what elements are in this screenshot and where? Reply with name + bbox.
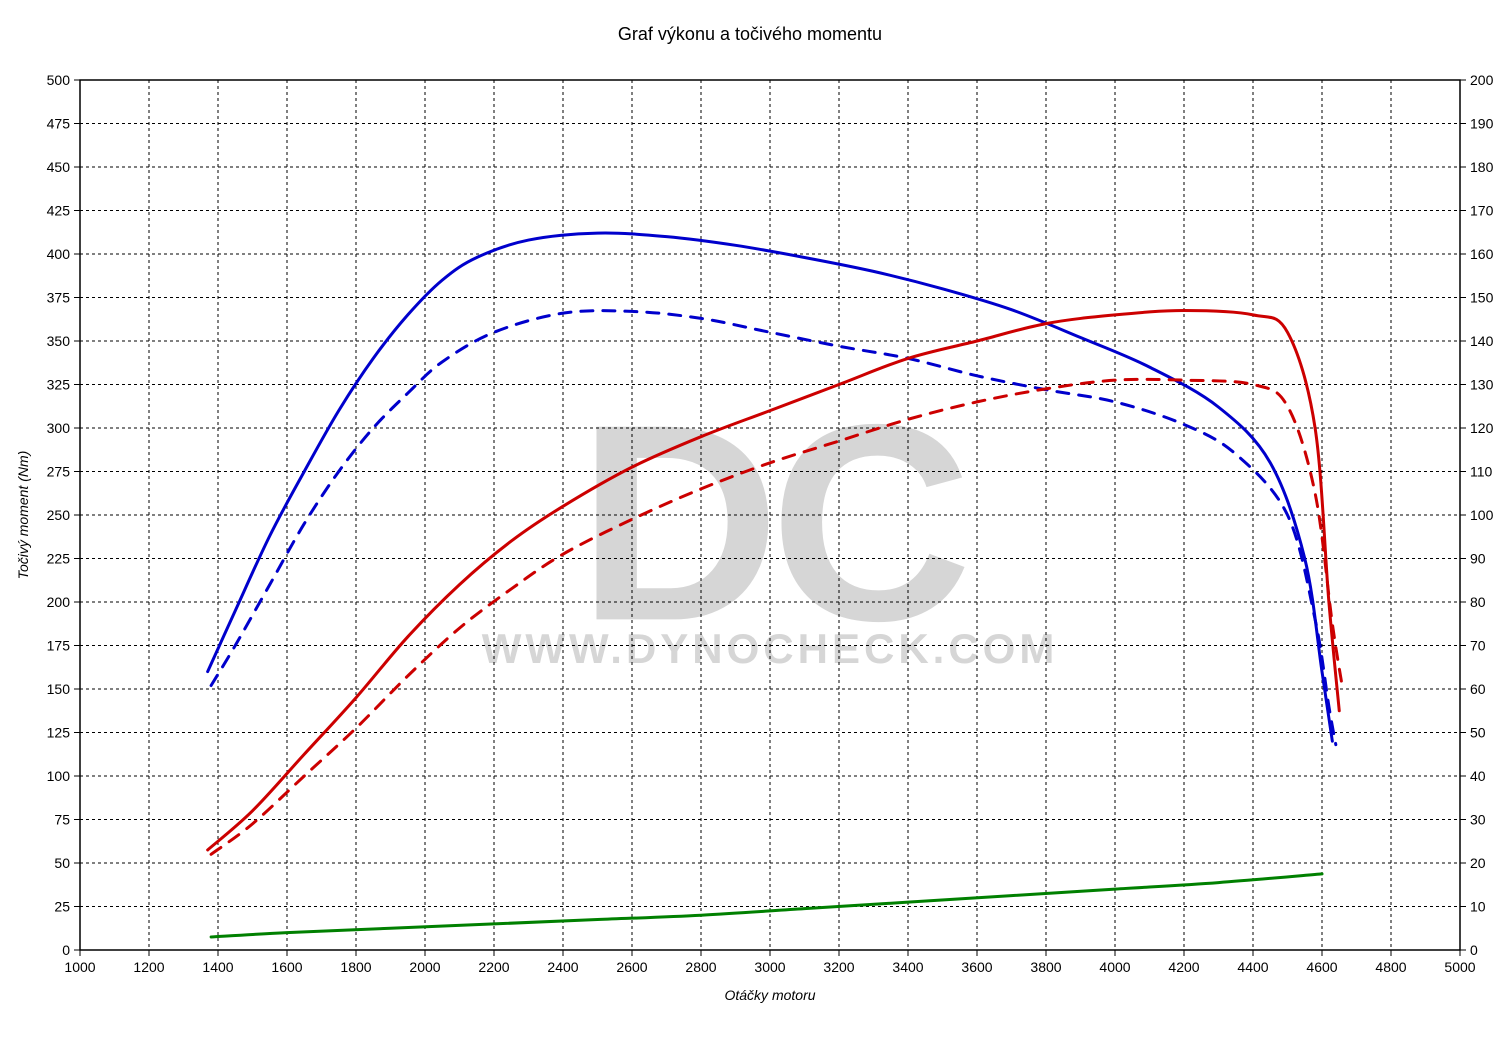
x-tick-label: 4400 [1237, 959, 1268, 975]
x-tick-label: 4200 [1168, 959, 1199, 975]
y1-tick-label: 100 [47, 768, 71, 784]
y1-tick-label: 400 [47, 246, 71, 262]
x-tick-label: 2800 [685, 959, 716, 975]
y1-tick-label: 175 [47, 638, 71, 654]
y1-tick-label: 350 [47, 333, 71, 349]
y2-tick-label: 20 [1470, 855, 1486, 871]
y2-tick-label: 10 [1470, 899, 1486, 915]
y1-tick-label: 75 [54, 812, 70, 828]
x-tick-label: 3600 [961, 959, 992, 975]
x-tick-label: 4000 [1099, 959, 1130, 975]
y1-tick-label: 275 [47, 464, 71, 480]
y2-tick-label: 90 [1470, 551, 1486, 567]
y1-tick-label: 225 [47, 551, 71, 567]
y1-tick-label: 425 [47, 203, 71, 219]
y1-tick-label: 125 [47, 725, 71, 741]
y2-tick-label: 40 [1470, 768, 1486, 784]
y1-tick-label: 500 [47, 72, 71, 88]
x-tick-label: 2200 [478, 959, 509, 975]
y1-tick-label: 375 [47, 290, 71, 306]
x-tick-label: 1000 [64, 959, 95, 975]
y2-tick-label: 80 [1470, 594, 1486, 610]
y1-tick-label: 25 [54, 899, 70, 915]
y2-tick-label: 100 [1470, 507, 1494, 523]
y2-tick-label: 60 [1470, 681, 1486, 697]
x-tick-label: 1200 [133, 959, 164, 975]
x-tick-label: 2600 [616, 959, 647, 975]
y2-tick-label: 110 [1470, 464, 1493, 480]
x-tick-label: 2000 [409, 959, 440, 975]
y2-tick-label: 170 [1470, 203, 1494, 219]
x-tick-label: 2400 [547, 959, 578, 975]
chart-svg: Graf výkonu a točivého momentuDCWWW.DYNO… [0, 0, 1500, 1040]
y2-tick-label: 160 [1470, 246, 1494, 262]
x-axis-title: Otáčky motoru [724, 987, 815, 1003]
y2-tick-label: 70 [1470, 638, 1486, 654]
y2-tick-label: 140 [1470, 333, 1494, 349]
y1-tick-label: 250 [47, 507, 71, 523]
y1-tick-label: 300 [47, 420, 71, 436]
y2-tick-label: 30 [1470, 812, 1486, 828]
y1-tick-label: 475 [47, 116, 71, 132]
x-tick-label: 3200 [823, 959, 854, 975]
y2-tick-label: 200 [1470, 72, 1494, 88]
x-tick-label: 1800 [340, 959, 371, 975]
y2-tick-label: 130 [1470, 377, 1494, 393]
x-tick-label: 3800 [1030, 959, 1061, 975]
y1-tick-label: 325 [47, 377, 71, 393]
y1-tick-label: 200 [47, 594, 71, 610]
x-tick-label: 1400 [202, 959, 233, 975]
y2-tick-label: 180 [1470, 159, 1494, 175]
x-tick-label: 5000 [1444, 959, 1475, 975]
x-tick-label: 3000 [754, 959, 785, 975]
x-tick-label: 4600 [1306, 959, 1337, 975]
dyno-chart: Graf výkonu a točivého momentuDCWWW.DYNO… [0, 0, 1500, 1040]
y2-tick-label: 0 [1470, 942, 1478, 958]
x-tick-label: 1600 [271, 959, 302, 975]
y2-tick-label: 50 [1470, 725, 1486, 741]
y1-tick-label: 150 [47, 681, 71, 697]
y1-tick-label: 50 [54, 855, 70, 871]
x-tick-label: 3400 [892, 959, 923, 975]
y1-tick-label: 0 [62, 942, 70, 958]
y1-axis-title: Točivý moment (Nm) [15, 451, 31, 580]
y2-tick-label: 150 [1470, 290, 1494, 306]
grid [80, 80, 1460, 950]
y2-tick-label: 190 [1470, 116, 1494, 132]
y2-tick-label: 120 [1470, 420, 1494, 436]
y1-tick-label: 450 [47, 159, 71, 175]
x-tick-label: 4800 [1375, 959, 1406, 975]
chart-title: Graf výkonu a točivého momentu [618, 24, 882, 44]
